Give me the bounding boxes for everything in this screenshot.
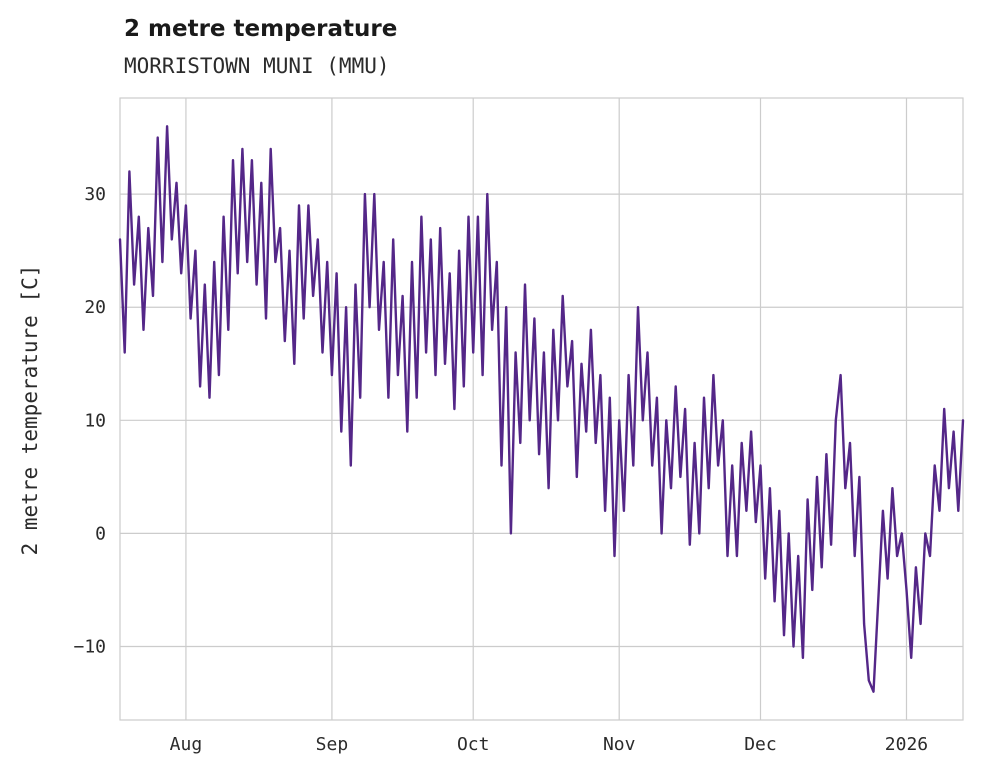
- x-tick-label: Sep: [316, 734, 349, 755]
- temperature-line: [118, 125, 965, 693]
- x-tick-label: Dec: [744, 734, 777, 755]
- x-tick-label: Nov: [603, 734, 636, 755]
- y-tick-label: 20: [84, 297, 106, 318]
- y-tick-label: −10: [73, 636, 106, 657]
- chart-subtitle: MORRISTOWN MUNI (MMU): [124, 54, 390, 78]
- y-tick-label: 30: [84, 184, 106, 205]
- x-tick-label: Oct: [457, 734, 490, 755]
- x-tick-label: 2026: [885, 734, 928, 755]
- chart-title: 2 metre temperature: [124, 16, 398, 42]
- y-tick-label: 0: [95, 523, 106, 544]
- y-tick-label: 10: [84, 410, 106, 431]
- x-tick-label: Aug: [170, 734, 203, 755]
